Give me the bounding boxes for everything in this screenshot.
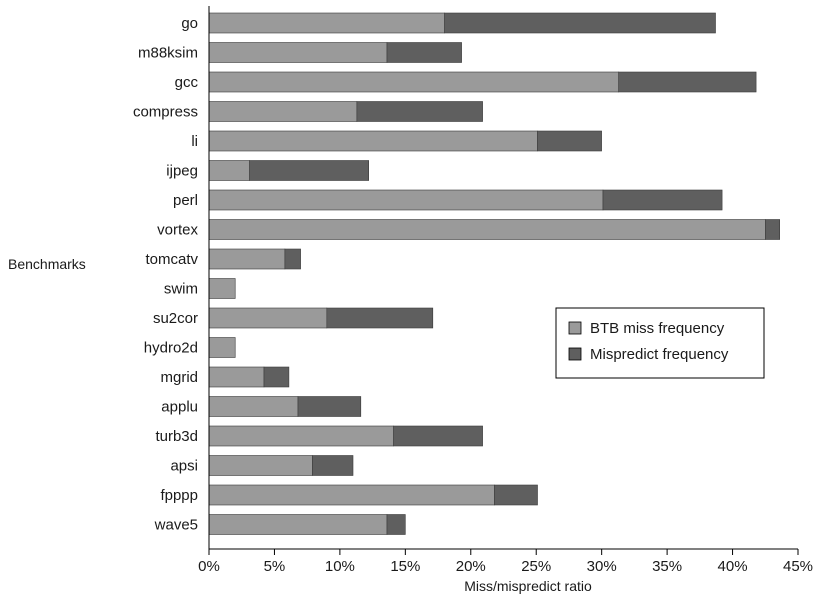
category-label: perl: [173, 192, 198, 209]
legend-swatch-btb: [568, 321, 582, 335]
category-label: applu: [161, 399, 198, 416]
bar-mispredict-gcc: [618, 71, 757, 93]
bar-mispredict-ijpeg: [249, 160, 370, 181]
x-tick-label: 45%: [783, 558, 813, 575]
legend-swatch-mispredict: [568, 347, 582, 361]
bar-btb-swim: [208, 278, 236, 299]
x-tick-label: 40%: [718, 558, 748, 575]
bar-mispredict-compress: [356, 101, 483, 122]
bar-btb-gcc: [208, 71, 620, 93]
legend-label-mispredict: Mispredict frequency: [590, 346, 729, 363]
legend-box: [555, 307, 765, 379]
bar-btb-apsi: [208, 455, 313, 476]
category-label: swim: [164, 281, 198, 298]
bar-mispredict-mgrid: [263, 366, 290, 388]
bar-mispredict-go: [444, 12, 716, 34]
bar-mispredict-vortex: [764, 219, 780, 240]
x-tick-label: 5%: [264, 558, 286, 575]
bar-btb-m88ksim: [208, 42, 388, 63]
bar-btb-tomcatv: [208, 248, 286, 270]
category-label: apsi: [170, 458, 198, 475]
bar-btb-wave5: [208, 514, 388, 535]
x-tick-label: 35%: [652, 558, 682, 575]
category-label: su2cor: [153, 310, 198, 327]
category-label: tomcatv: [145, 251, 198, 268]
bar-mispredict-li: [537, 130, 602, 152]
bar-btb-ijpeg: [208, 160, 250, 181]
bar-btb-go: [208, 12, 445, 34]
y-axis-title: Benchmarks: [8, 256, 86, 272]
x-tick-label: 15%: [390, 558, 420, 575]
bar-mispredict-apsi: [312, 455, 354, 476]
bar-mispredict-wave5: [386, 514, 406, 535]
bar-btb-compress: [208, 101, 358, 122]
x-tick-label: 0%: [198, 558, 220, 575]
bar-btb-turb3d: [208, 425, 394, 447]
category-label: compress: [133, 104, 198, 121]
category-label: vortex: [157, 222, 198, 239]
bar-mispredict-perl: [602, 189, 723, 211]
bar-btb-perl: [208, 189, 604, 211]
category-label: hydro2d: [144, 340, 198, 357]
legend-label-btb: BTB miss frequency: [590, 320, 725, 337]
bar-btb-hydro2d: [208, 337, 236, 358]
bar-mispredict-fpppp: [493, 484, 538, 506]
category-label: wave5: [154, 517, 198, 534]
category-label: li: [191, 133, 198, 150]
x-tick-label: 10%: [325, 558, 355, 575]
bar-btb-fpppp: [208, 484, 495, 506]
bar-btb-su2cor: [208, 307, 328, 329]
category-label: go: [181, 15, 198, 32]
x-tick-label: 20%: [456, 558, 486, 575]
category-label: m88ksim: [138, 45, 198, 62]
bar-mispredict-tomcatv: [284, 248, 301, 270]
bar-mispredict-m88ksim: [386, 42, 462, 63]
x-tick-label: 30%: [587, 558, 617, 575]
bar-mispredict-applu: [297, 396, 362, 417]
category-label: gcc: [175, 74, 199, 91]
legend: BTB miss frequency Mispredict frequency: [555, 307, 765, 379]
bar-mispredict-turb3d: [393, 425, 483, 447]
category-label: ijpeg: [166, 163, 198, 180]
category-labels: go m88ksim gcc compress li ijpeg perl vortex tom…: [133, 15, 199, 534]
bar-mispredict-su2cor: [326, 307, 434, 329]
category-label: turb3d: [155, 428, 198, 445]
category-label: fpppp: [160, 487, 198, 504]
bar-btb-vortex: [208, 219, 766, 240]
x-axis-ticks: 0% 5% 10% 15% 20% 25% 30% 35% 40% 45%: [198, 549, 813, 575]
category-label: mgrid: [160, 369, 198, 386]
bar-btb-li: [208, 130, 538, 152]
x-tick-label: 25%: [521, 558, 551, 575]
bar-btb-applu: [208, 396, 299, 417]
bars-group: [208, 12, 780, 535]
bar-btb-mgrid: [208, 366, 265, 388]
x-axis-title: Miss/mispredict ratio: [464, 578, 592, 594]
